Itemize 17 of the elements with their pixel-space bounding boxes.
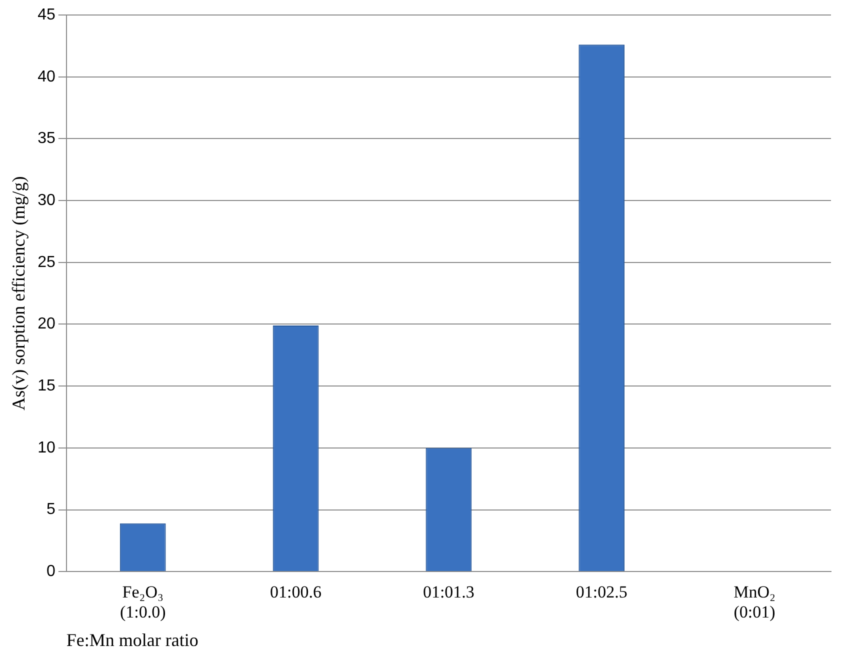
y-tick-label: 35: [38, 130, 56, 148]
y-tick-label: 45: [38, 6, 56, 24]
y-tick-label: 0: [46, 563, 56, 580]
x-tick-label: 01:00.6: [270, 582, 322, 602]
y-tick-label: 30: [38, 192, 56, 209]
x-tick-label: 01:02.5: [576, 582, 628, 602]
y-tick-label: 5: [46, 501, 56, 518]
y-tick-label: 15: [38, 377, 56, 394]
y-tick-label: 40: [38, 68, 56, 86]
y-tick-label: 10: [38, 439, 56, 456]
x-tick-label: 01:01.3: [422, 582, 474, 602]
x-tick-label: MnO₂ (0:01): [734, 582, 776, 622]
x-tick-label: Fe₂O₃ (1:0.0): [120, 582, 166, 622]
y-tick-label: 20: [38, 316, 56, 333]
y-tick-label: 25: [38, 254, 56, 271]
x-axis-title: Fe:Mn molar ratio: [66, 630, 198, 650]
y-axis-title: As(v) sorption efficiency (mg/g): [8, 176, 29, 410]
